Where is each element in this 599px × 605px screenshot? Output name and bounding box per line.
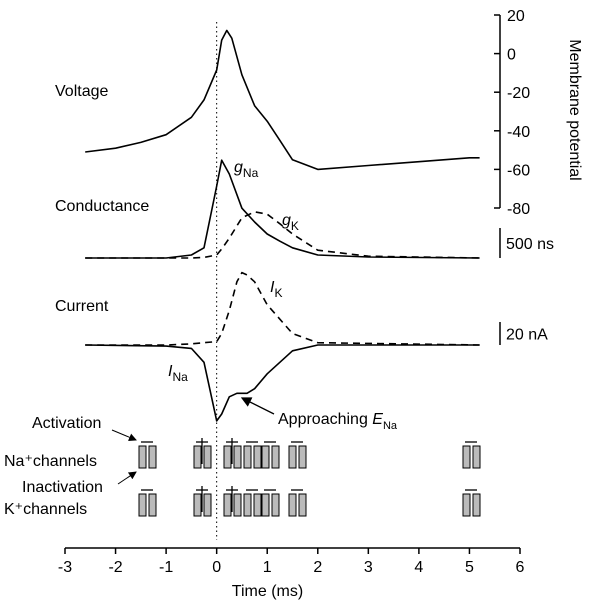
channel [223,445,232,469]
series-label-sub: K [274,286,282,300]
channel-row-label: K⁺channels [4,501,87,518]
channel [253,445,262,469]
annotation-italic: E [372,411,383,428]
panel-title: Conductance [55,198,149,215]
channel [233,493,242,517]
trace [85,271,480,346]
panel-title: Voltage [55,83,108,100]
x-tick-label: 3 [364,559,373,576]
channel [193,493,202,517]
annotation-sub: Na [383,420,398,432]
y-tick-label: 20 [507,8,525,25]
channel [203,445,212,469]
arrow [117,471,137,485]
channel [138,493,147,517]
channel [148,445,157,469]
y-axis-label: Membrane potential [566,39,583,180]
arrow [111,429,137,441]
series-label: gK [282,212,299,233]
x-tick-label: 2 [313,559,322,576]
channel [253,493,262,517]
annotation: Approaching ENa [278,411,398,432]
scale-bar-label: 500 ns [506,236,554,253]
x-tick-label: 5 [465,559,474,576]
channel [223,493,232,517]
channel [271,445,280,469]
trace [85,211,480,259]
series-label-sub: Na [172,370,188,384]
channel-row-label: Na⁺channels [4,453,97,470]
x-tick-label: 1 [263,559,272,576]
series-label: gNa [234,159,259,180]
series-label-sub: K [291,219,299,233]
channel [138,445,147,469]
trace [85,159,480,259]
channel [233,445,242,469]
x-tick-label: -2 [108,559,122,576]
x-tick-label: 0 [212,559,221,576]
y-tick-label: -40 [507,124,530,141]
series-label-main: I [270,279,275,296]
channel [261,445,270,469]
channel [472,493,481,517]
channel [462,445,471,469]
channel [472,445,481,469]
channel [261,493,270,517]
channel [148,493,157,517]
series-label-sub: Na [243,166,259,180]
channel [288,445,297,469]
series-label-main: g [282,212,291,229]
x-axis-label: Time (ms) [232,583,303,600]
channel [288,493,297,517]
y-tick-label: -80 [507,201,530,218]
annotation-arrow [240,397,275,415]
y-tick-label: 0 [507,47,516,64]
scale-bar-label: 20 nA [506,327,548,344]
series-label-main: g [234,159,243,176]
trace [85,29,480,171]
annotation-text: Approaching [278,411,372,428]
activation-label: Activation [32,415,101,432]
x-tick-label: 6 [516,559,525,576]
series-label-main: I [168,363,173,380]
y-tick-label: -60 [507,162,530,179]
channel [298,445,307,469]
trace [85,344,480,422]
x-tick-label: -3 [58,559,72,576]
y-tick-label: -20 [507,85,530,102]
channel [203,493,212,517]
inactivation-label: Inactivation [22,479,103,496]
panel-title: Current [55,298,109,315]
channel [243,445,252,469]
series-label: INa [168,363,188,384]
x-tick-label: -1 [159,559,173,576]
x-tick-label: 4 [414,559,423,576]
channel [243,493,252,517]
channel [193,445,202,469]
channel [298,493,307,517]
channel [462,493,471,517]
channel [271,493,280,517]
series-label: IK [270,279,282,300]
